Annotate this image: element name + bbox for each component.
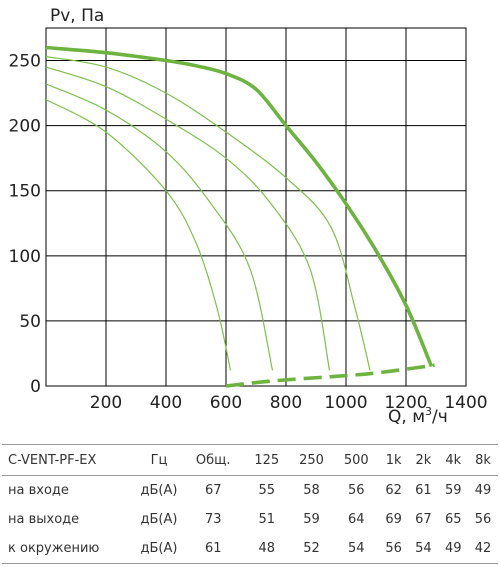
value-cell: 49 <box>474 483 492 498</box>
y-tick-label: 250 <box>9 52 41 72</box>
value-cell: 56 <box>378 534 409 564</box>
unit-cell: дБ(А) <box>136 534 182 564</box>
y-tick-label: 50 <box>19 312 41 332</box>
table-row: на входе дБ(А) 67 55 58 56 62 61 59 49 <box>2 476 498 506</box>
model-header: C-VENT-PF-EX <box>2 444 136 476</box>
freq-header: 500 <box>333 444 379 476</box>
total-header: Общ. <box>182 444 245 476</box>
row-label: на входе <box>8 483 69 498</box>
y-tick-label: 150 <box>9 182 41 202</box>
value-cell: 59 <box>303 512 320 527</box>
freq-header: 250 <box>289 444 334 476</box>
freq-header: 2k <box>408 444 439 476</box>
value-cell: 67 <box>204 483 222 498</box>
noise-table: C-VENT-PF-EX Гц Общ. 125 250 500 1k 2k 4… <box>2 444 498 564</box>
value-cell: 55 <box>258 483 276 498</box>
value-cell: 59 <box>444 483 462 498</box>
x-tick-label: 400 <box>150 393 182 413</box>
plot-frame <box>45 27 467 387</box>
series-line-1 <box>45 56 371 371</box>
freq-header: 8k <box>468 444 498 476</box>
value-cell: 64 <box>348 512 365 527</box>
value-cell: 52 <box>289 534 334 564</box>
x-tick-label: 1400 <box>444 393 487 413</box>
value-cell: 67 <box>415 512 432 527</box>
x-axis-label: Q, м3/ч <box>388 405 448 427</box>
value-cell: 49 <box>438 534 469 564</box>
x-tick-label: 200 <box>90 393 122 413</box>
value-cell: 56 <box>474 512 492 527</box>
table-header-row: C-VENT-PF-EX Гц Общ. 125 250 500 1k 2k 4… <box>2 444 498 476</box>
y-tick-label: 100 <box>9 247 41 267</box>
value-cell: 42 <box>468 534 498 564</box>
series-line-2 <box>45 66 331 371</box>
y-tick-label: 200 <box>9 117 41 137</box>
value-cell: 69 <box>385 512 402 527</box>
chart-tick-labels: 200 400 600 800 1000 1200 1400 0 50 100 150 200 250 <box>9 52 488 413</box>
freq-header: 4k <box>438 444 469 476</box>
value-cell: 61 <box>415 483 432 498</box>
performance-chart: 200 400 600 800 1000 1200 1400050100150200250 … <box>9 6 488 427</box>
table-row: на выходе дБ(А) 73 51 59 64 69 67 65 56 <box>2 505 498 534</box>
x-tick-label: 1200 <box>384 393 427 413</box>
x-tick-label: 800 <box>270 393 302 413</box>
unit-cell: дБ(А) <box>140 512 178 527</box>
series-line-boundary <box>225 363 435 388</box>
row-label: к окружению <box>2 534 136 564</box>
chart-grid <box>45 27 467 387</box>
y-axis-label: Pv, Па <box>50 6 104 26</box>
freq-header: 125 <box>244 444 290 476</box>
chart-curves <box>45 45 435 388</box>
value-cell: 54 <box>333 534 379 564</box>
unit-cell: дБ(А) <box>140 483 178 498</box>
unit-header: Гц <box>136 444 182 476</box>
y-tick-label: 0 <box>30 377 41 397</box>
value-cell: 65 <box>444 512 462 527</box>
series-line-max <box>45 45 434 368</box>
series-line-4 <box>45 99 232 371</box>
value-cell: 56 <box>348 483 365 498</box>
value-cell: 54 <box>408 534 439 564</box>
value-cell: 62 <box>385 483 402 498</box>
value-cell: 73 <box>204 512 222 527</box>
value-cell: 48 <box>244 534 290 564</box>
value-cell: 51 <box>258 512 276 527</box>
value-cell: 61 <box>182 534 245 564</box>
row-label: на выходе <box>8 512 80 527</box>
x-tick-label: 1000 <box>324 393 367 413</box>
value-cell: 58 <box>303 483 320 498</box>
table-row: к окружению дБ(А) 61 48 52 54 56 54 49 4… <box>2 534 498 564</box>
series-line-3 <box>45 83 274 371</box>
freq-header: 1k <box>378 444 409 476</box>
x-tick-label: 600 <box>210 393 242 413</box>
